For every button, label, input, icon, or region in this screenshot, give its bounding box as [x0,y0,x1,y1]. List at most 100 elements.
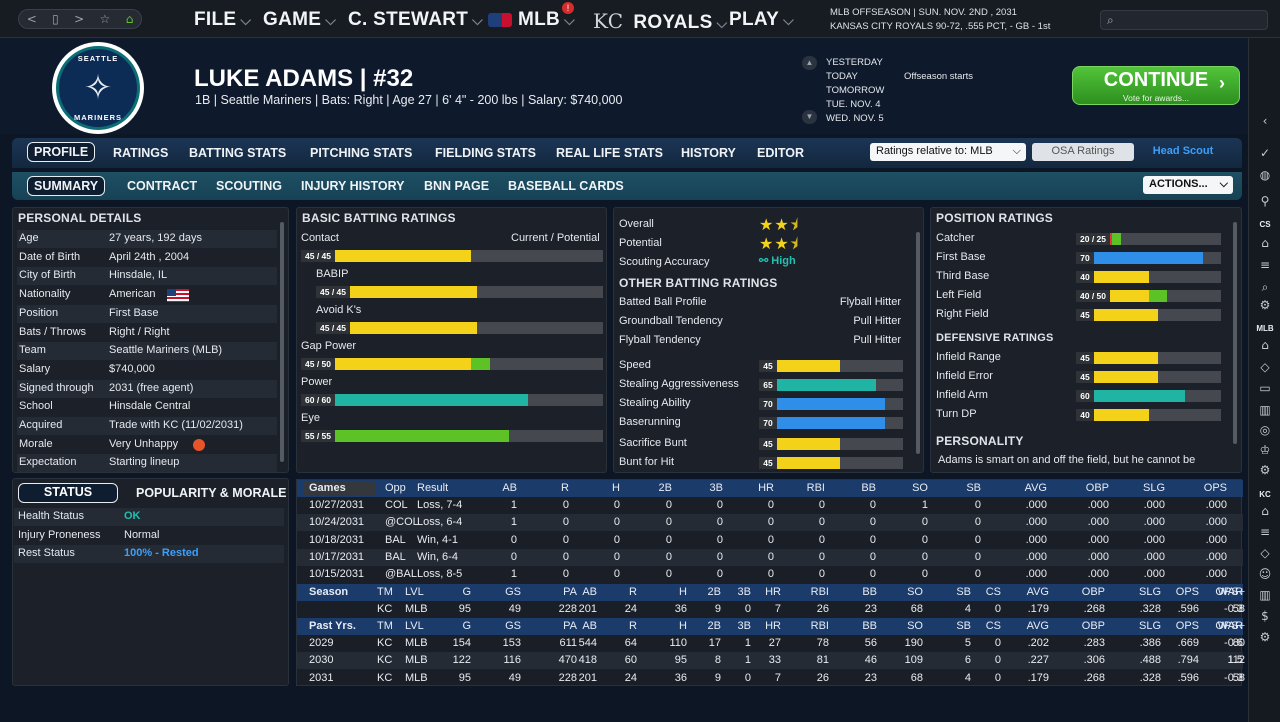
list-icon[interactable]: ≡ [1259,258,1271,272]
tab-history[interactable]: HISTORY [681,146,736,160]
date-down-icon[interactable]: ▼ [802,110,817,124]
current-fill [1076,409,1149,421]
tab-popularity-morale[interactable]: POPULARITY & MORALE [136,486,287,500]
osa-ratings-toggle[interactable]: OSA Ratings [1032,143,1134,161]
games-header-row: Games Opp Result AB R H 2B 3B HR RBI BB SO SB AVG OBP S… [297,480,1243,497]
table-cell: 0 [665,499,672,511]
star-icon[interactable]: ☆ [99,12,111,26]
chart-icon[interactable]: ▥ [1259,588,1271,602]
table-cell: 0 [562,533,569,546]
date-item[interactable]: YESTERDAY [826,57,883,68]
player-header [0,38,1248,134]
table-cell: .179 [1027,603,1049,615]
table-cell: 60 [624,654,637,667]
dollar-icon[interactable]: $ [1261,609,1269,623]
table-row: 2029 KC MLB 154 153 611 544 64 110 17 1 27 78 56 190 5 0… [297,635,1245,652]
date-up-icon[interactable]: ▲ [802,56,817,70]
continue-label: CONTINUE [1103,69,1209,91]
person-icon[interactable]: ☺ [1258,567,1272,581]
tab-editor[interactable]: EDITOR [757,146,804,160]
rating-value: 20 / 25 [1076,233,1110,245]
running-bar: 70 [759,417,903,429]
gear-icon[interactable]: ⚙ [1259,298,1271,312]
forward-icon[interactable]: > [74,12,85,26]
chevron-down-icon: ⌵ [325,12,337,28]
column-header[interactable]: Games [309,482,346,494]
head-scout-toggle[interactable]: Head Scout [1152,145,1214,157]
card-icon[interactable]: ▭ [1259,381,1271,395]
tab-scouting[interactable]: SCOUTING [216,179,282,193]
tab-summary[interactable]: SUMMARY [27,176,106,196]
table-cell: 0 [818,533,825,546]
ratings-relative-select[interactable]: Ratings relative to: MLB ⌵ [870,143,1026,161]
list-icon[interactable]: ≡ [1259,525,1271,539]
tab-injury-history[interactable]: INJURY HISTORY [301,179,405,193]
date-item[interactable]: TODAY [826,71,858,82]
games-select[interactable] [303,481,375,496]
trophy-icon[interactable]: ♔ [1259,443,1271,457]
tab-status[interactable]: STATUS [18,483,118,503]
diamond-icon[interactable]: ◇ [1260,360,1270,374]
column-header: Season [309,586,349,598]
team-record-line: KANSAS CITY ROYALS 90-72, .555 PCT, - GB… [830,21,1051,32]
tab-bnn-page[interactable]: BNN PAGE [424,179,490,193]
menu-play[interactable]: PLAY ⌵ [729,9,794,31]
scrollbar[interactable] [280,222,284,462]
table-cell: 0 [869,516,876,529]
globe-icon[interactable]: ◍ [1259,168,1271,182]
diamond-icon[interactable]: ◇ [1260,546,1270,560]
pin-icon[interactable]: ⚲ [1260,194,1270,208]
chart-icon[interactable]: ▥ [1259,403,1271,417]
tab-fielding-stats[interactable]: FIELDING STATS [435,146,536,160]
tab-pitching-stats[interactable]: PITCHING STATS [310,146,413,160]
tab-ratings[interactable]: RATINGS [113,146,169,160]
tab-real-life-stats[interactable]: REAL LIFE STATS [556,146,663,160]
device-icon[interactable]: ▯ [52,12,59,26]
home-icon[interactable]: ⌂ [1261,504,1269,518]
date-item[interactable]: TUE. NOV. 4 [826,99,881,110]
detail-row: Signed through 2031 (free agent) [17,379,277,398]
chevron-right-icon: › [1219,73,1225,93]
table-cell: 1.5 [1227,654,1243,667]
search-icon[interactable]: ⌕ [1261,280,1269,294]
tab-baseball-cards[interactable]: BASEBALL CARDS [508,179,624,193]
gear-icon[interactable]: ⚙ [1259,463,1271,477]
home-icon[interactable]: ⌂ [1261,338,1269,352]
royals-logo-icon: KC [593,9,624,33]
search-input[interactable]: ⌕ [1100,10,1268,30]
menu-team[interactable]: KC ROYALS ⌵ [593,9,727,34]
continue-button[interactable]: CONTINUE Vote for awards... › [1072,66,1240,105]
date-item[interactable]: WED. NOV. 5 [826,113,884,124]
home-icon[interactable]: ⌂ [125,12,134,26]
tab-contract[interactable]: CONTRACT [127,179,198,193]
baseball-icon[interactable]: ◎ [1259,423,1271,437]
table-cell: -0.3 [1224,603,1243,615]
table-cell: 0 [921,533,928,546]
scrollbar[interactable] [1233,222,1237,444]
tab-batting-stats[interactable]: BATTING STATS [189,146,287,160]
menu-file[interactable]: FILE ⌵ [194,9,251,31]
table-cell: .000 [1025,499,1047,511]
menu-game[interactable]: GAME ⌵ [263,9,336,31]
table-cell: 0 [613,568,620,581]
scrollbar[interactable] [916,232,920,454]
table-cell: 0 [869,550,876,563]
home-icon[interactable]: ⌂ [1261,236,1269,250]
chevron-left-icon[interactable]: ‹ [1262,114,1268,128]
tab-profile[interactable]: PROFILE [27,142,96,162]
column-header: SB [956,620,971,632]
menu-league[interactable]: MLB ⌵ [488,9,575,31]
column-header: WAR [1217,620,1243,632]
table-cell: 27 [768,637,781,649]
back-icon[interactable]: < [26,12,37,26]
detail-row: Nationality American [17,286,277,304]
menu-manager[interactable]: C. STEWART ⌵ [348,9,483,31]
batting-rating-bar: 45 / 45 [301,250,603,262]
actions-button[interactable]: ACTIONS... ⌵ [1143,176,1233,194]
check-icon[interactable]: ✓ [1259,146,1271,160]
gear-icon[interactable]: ⚙ [1259,630,1271,644]
past-header-row: Past Yrs. TM LVL G GS PA AB R H 2B 3B HR RBI BB SO SB CS… [297,618,1245,635]
date-item[interactable]: TOMORROW [826,85,885,96]
current-fill [759,360,840,372]
status-value: Normal [124,528,160,541]
